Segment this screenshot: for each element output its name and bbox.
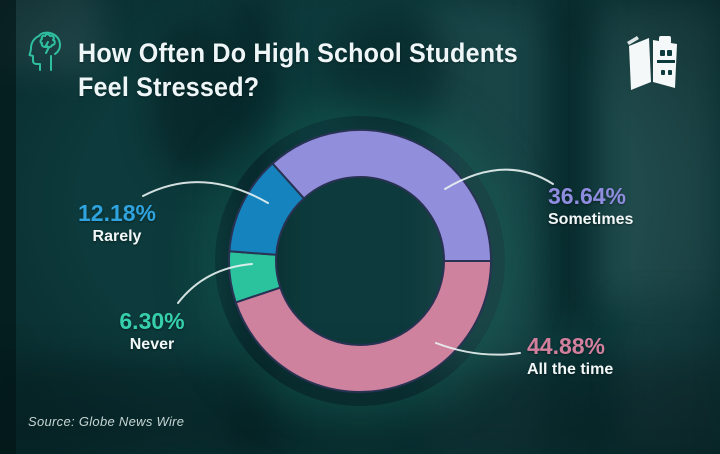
leader-line-sometimes: [444, 168, 554, 190]
callout-rarely: 12.18% Rarely: [58, 200, 176, 248]
all-the-time-label: All the time: [527, 361, 614, 378]
source-credit: Source: Globe News Wire: [28, 414, 185, 429]
stressed-mind-icon: [28, 31, 61, 71]
rarely-percent: 12.18%: [77, 200, 156, 226]
donut-segment-sometimes: [271, 129, 492, 263]
all-the-time-percent: 44.88%: [527, 333, 606, 359]
donut-segments: [228, 129, 492, 393]
donut-segment-all-the-time: [234, 260, 492, 393]
leader-line-never: [177, 263, 253, 304]
callout-all-the-time: 44.88% All the time: [527, 333, 613, 381]
sometimes-percent: 36.64%: [548, 183, 627, 209]
callout-sometimes: 36.64% Sometimes: [548, 183, 633, 231]
sometimes-label: Sometimes: [548, 211, 634, 228]
leader-line-all-the-time: [435, 342, 521, 356]
page-title: How Often Do High School Students Feel S…: [78, 36, 518, 104]
background-shape: [0, 0, 16, 454]
donut-segment-rarely: [228, 162, 305, 256]
book-backpack-logo: [627, 36, 677, 90]
title-line-1: How Often Do High School Students: [78, 38, 518, 68]
leader-line-rarely: [142, 181, 269, 204]
never-label: Never: [129, 336, 175, 353]
rarely-label: Rarely: [92, 228, 142, 245]
callout-never: 6.30% Never: [94, 308, 210, 356]
title-line-2: Feel Stressed?: [78, 72, 260, 102]
never-percent: 6.30%: [119, 308, 185, 334]
